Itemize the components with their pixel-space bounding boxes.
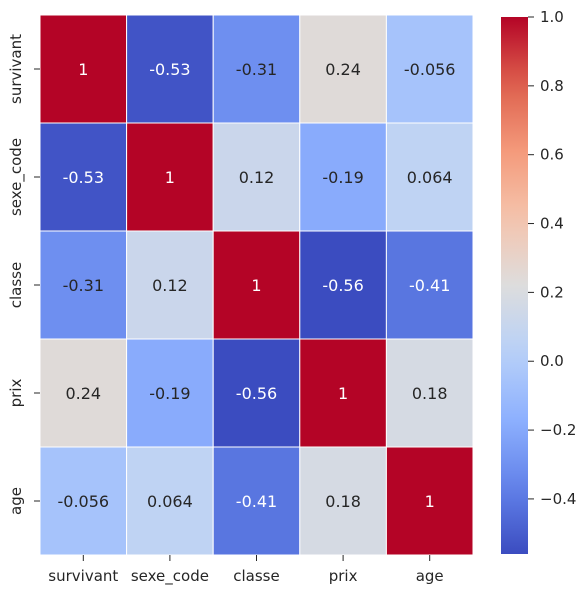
x-tick-label: age: [416, 567, 444, 585]
cell-value-label: -0.056: [58, 492, 110, 511]
colorbar-gradient: [501, 17, 528, 554]
cell-value-label: -0.31: [63, 276, 104, 295]
y-tick-label: classe: [7, 262, 25, 308]
x-tick-label: survivant: [48, 567, 118, 585]
cell-value-label: 1: [251, 276, 261, 295]
colorbar-tick-label: 0.4: [540, 215, 564, 233]
heatmap-cell: [126, 230, 214, 340]
cell-value-label: -0.53: [149, 60, 190, 79]
colorbar-tick-label: 0.2: [540, 283, 564, 301]
heatmap-cell: [385, 122, 474, 232]
cell-value-label: -0.56: [322, 276, 363, 295]
colorbar-tick-label: 1.0: [540, 8, 564, 26]
heatmap-cell: [385, 230, 474, 340]
heatmap-cell: [126, 338, 214, 448]
cell-value-label: 0.064: [147, 492, 193, 511]
cell-value-label: 0.12: [239, 168, 275, 187]
cell-value-label: 0.24: [325, 60, 361, 79]
heatmap-cell: [385, 14, 474, 124]
colorbar-tick-label: 0.0: [540, 352, 564, 370]
x-tick-label: sexe_code: [131, 567, 209, 586]
cell-value-label: -0.41: [409, 276, 450, 295]
heatmap-cell: [212, 14, 301, 124]
cell-value-label: -0.19: [322, 168, 363, 187]
colorbar-tick-label: −0.4: [540, 490, 576, 508]
cell-value-label: 0.18: [412, 384, 448, 403]
heatmap-cell: [39, 14, 128, 124]
heatmap-cells: [39, 14, 474, 556]
cell-value-label: 1: [338, 384, 348, 403]
heatmap-cell: [126, 446, 214, 556]
heatmap-cell: [39, 122, 128, 232]
heatmap-cell: [299, 338, 387, 448]
colorbar: 1.0 0.8 0.6 0.4 0.2 0.0 −0.2 −0.4: [501, 8, 576, 554]
cell-value-label: 0.24: [65, 384, 101, 403]
heatmap-cell: [299, 230, 387, 340]
cell-value-label: 1: [165, 168, 175, 187]
heatmap-cell: [212, 122, 301, 232]
cell-value-label: 0.064: [407, 168, 453, 187]
colorbar-tick-label: 0.8: [540, 77, 564, 95]
heatmap-cell: [299, 14, 387, 124]
heatmap-cell-labels: 1 -0.53 -0.31 0.24 -0.056 -0.53 1 0.12 -0.19 0.06…: [58, 60, 456, 511]
x-axis: survivant sexe_code classe prix age: [48, 555, 444, 586]
cell-value-label: -0.56: [236, 384, 277, 403]
heatmap-cell: [212, 230, 301, 340]
y-tick-label: sexe_code: [7, 138, 26, 216]
heatmap-cell: [385, 446, 474, 556]
cell-value-label: 1: [78, 60, 88, 79]
cell-value-label: -0.19: [149, 384, 190, 403]
heatmap-cell: [126, 14, 214, 124]
heatmap-cell: [212, 338, 301, 448]
x-tick-label: classe: [233, 567, 279, 585]
heatmap-cell: [212, 446, 301, 556]
cell-value-label: 0.12: [152, 276, 188, 295]
heatmap-cell: [39, 446, 128, 556]
x-tick-label: prix: [329, 567, 358, 585]
cell-value-label: -0.53: [63, 168, 104, 187]
y-tick-label: survivant: [7, 34, 25, 104]
cell-value-label: 1: [425, 492, 435, 511]
y-tick-label: age: [7, 487, 25, 515]
cell-value-label: -0.31: [236, 60, 277, 79]
cell-value-label: -0.056: [404, 60, 456, 79]
y-tick-label: prix: [7, 379, 25, 408]
heatmap-cell: [385, 338, 474, 448]
cell-value-label: -0.41: [236, 492, 277, 511]
cell-value-label: 0.18: [325, 492, 361, 511]
colorbar-tick-label: 0.6: [540, 146, 564, 164]
colorbar-tick-label: −0.2: [540, 421, 576, 439]
